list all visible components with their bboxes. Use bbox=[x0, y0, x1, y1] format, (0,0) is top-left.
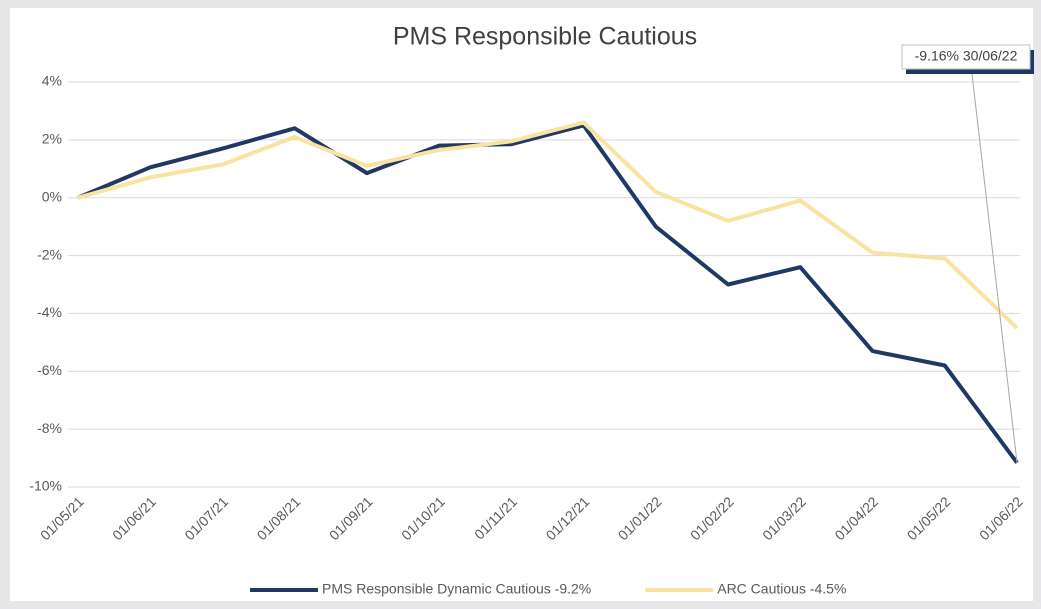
y-tick-label: -2% bbox=[37, 246, 62, 262]
legend-label: PMS Responsible Dynamic Cautious -9.2% bbox=[322, 581, 591, 597]
legend-label: ARC Cautious -4.5% bbox=[717, 581, 846, 597]
chart-area bbox=[10, 8, 1033, 601]
callout-box bbox=[901, 44, 1031, 70]
y-tick-label: 0% bbox=[42, 188, 62, 204]
y-tick-label: -10% bbox=[29, 478, 62, 494]
series-line bbox=[77, 123, 1019, 464]
series-line bbox=[77, 120, 1019, 330]
y-tick-label: -8% bbox=[37, 420, 62, 436]
chart-title: PMS Responsible Cautious bbox=[393, 23, 697, 51]
callout-line bbox=[971, 73, 1018, 463]
y-tick-label: -6% bbox=[37, 362, 62, 378]
y-tick-label: 2% bbox=[42, 131, 62, 147]
y-tick-label: -4% bbox=[37, 304, 62, 320]
y-tick-label: 4% bbox=[42, 73, 62, 89]
annotation: -9.16% 30/06/22 bbox=[915, 48, 1018, 64]
